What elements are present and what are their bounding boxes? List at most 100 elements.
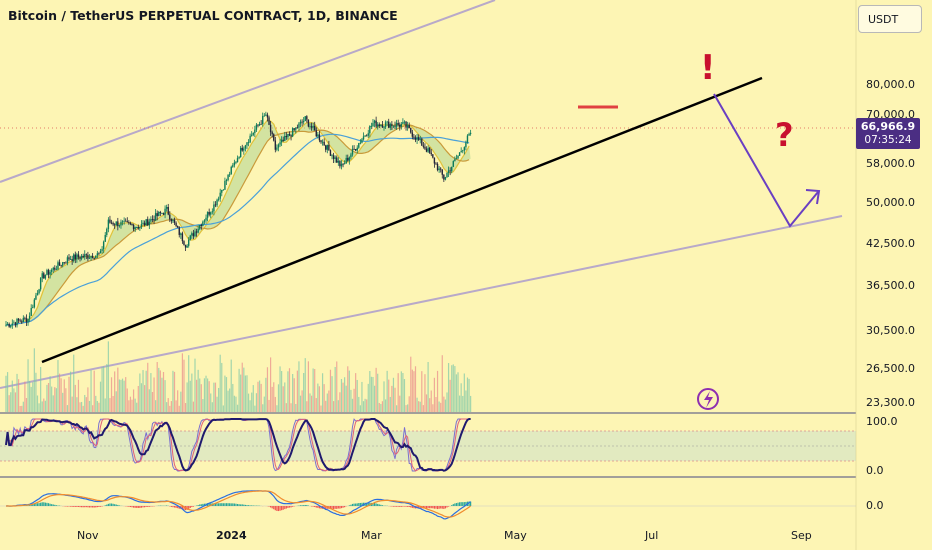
macd-histogram-bar (462, 502, 464, 506)
volume-bar (46, 384, 48, 412)
volume-bar (40, 367, 42, 412)
volume-bar (18, 379, 20, 412)
candle (199, 224, 201, 231)
macd-histogram-bar (361, 502, 363, 506)
candle-body (293, 128, 295, 130)
macd-histogram-bar (277, 506, 280, 512)
candle-body (156, 213, 158, 217)
macd-histogram-bar (144, 506, 146, 508)
volume-bar (227, 390, 229, 412)
candle (460, 147, 462, 153)
volume-bar (224, 375, 226, 412)
volume-bar (79, 402, 81, 412)
volume-bar (148, 389, 150, 412)
candle-body (123, 220, 125, 222)
candle (468, 132, 470, 136)
volume-bar (285, 403, 287, 412)
candle (233, 159, 236, 168)
macd-histogram-bar (197, 505, 199, 506)
candle (36, 290, 39, 296)
volume-bar (355, 373, 357, 412)
candle-body (30, 308, 32, 316)
y-tick-label: 58,000.0 (866, 157, 915, 170)
macd-histogram-bar (203, 503, 206, 506)
candle-body (62, 262, 64, 266)
volume-bar (392, 377, 395, 412)
macd-histogram-bar (222, 503, 224, 506)
macd-histogram-bar (128, 506, 130, 507)
candle-body (49, 271, 51, 275)
volume-bar (225, 377, 228, 412)
macd-histogram-bar (399, 506, 401, 507)
candle-body (170, 219, 173, 222)
candle-body (164, 208, 166, 215)
candle (378, 122, 380, 129)
candle-body (356, 147, 358, 151)
candle-body (454, 159, 456, 162)
volume-bar (25, 398, 28, 412)
macd-histogram-bar (175, 506, 177, 508)
macd-histogram-bar (199, 504, 201, 506)
volume-bar (356, 379, 358, 412)
candle (172, 218, 174, 223)
candle (230, 165, 232, 175)
macd-histogram-bar (424, 506, 426, 509)
candle (181, 231, 184, 244)
candle-body (142, 222, 144, 225)
candle (44, 274, 47, 280)
volume-bar (236, 404, 239, 412)
candle (370, 122, 373, 130)
candle-body (287, 134, 289, 138)
macd-histogram-bar (457, 502, 459, 506)
macd-histogram-bar (214, 503, 217, 506)
macd-histogram-bar (285, 506, 287, 509)
candle (224, 177, 226, 190)
volume-bar (418, 401, 420, 412)
candle (106, 227, 108, 238)
volume-bar (367, 383, 369, 412)
volume-bar (32, 382, 34, 412)
candle (205, 214, 207, 224)
candle (436, 162, 439, 172)
candle (82, 253, 84, 259)
macd-histogram-bar (268, 506, 270, 507)
candle (132, 223, 135, 232)
volume-bar (399, 395, 401, 412)
macd-histogram-bar (47, 503, 50, 506)
volume-bar (243, 367, 245, 412)
macd-histogram-bar (303, 505, 305, 506)
macd-histogram-bar (304, 504, 306, 506)
macd-histogram-bar (177, 506, 179, 509)
candle-body (46, 270, 48, 275)
volume-bar (435, 397, 437, 412)
volume-bar (6, 372, 9, 412)
volume-bar (277, 384, 280, 412)
volume-bar (334, 366, 336, 412)
channel-lower-line (0, 215, 843, 389)
candle (76, 252, 78, 263)
macd-histogram-bar (367, 503, 369, 506)
candle-body (167, 207, 169, 215)
oscillator-axis-label: 0.0 (866, 464, 884, 477)
macd-histogram-bar (92, 506, 94, 508)
candle (214, 201, 217, 208)
volume-bar (402, 373, 404, 412)
volume-bar (345, 385, 347, 412)
volume-bar (214, 382, 217, 412)
candle (159, 210, 162, 217)
macd-pane (0, 490, 856, 520)
lightning-icon[interactable] (697, 388, 719, 410)
volume-bar (282, 386, 284, 412)
candle (353, 145, 355, 151)
candle-body (339, 160, 341, 167)
candle (257, 124, 259, 128)
volume-bar (131, 399, 133, 412)
currency-selector-button[interactable]: USDT (858, 5, 922, 33)
candle-body (365, 135, 368, 137)
candle (13, 320, 15, 324)
volume-bar (303, 373, 305, 412)
candle (156, 210, 158, 221)
macd-histogram-bar (470, 501, 472, 506)
macd-histogram-bar (246, 505, 248, 506)
